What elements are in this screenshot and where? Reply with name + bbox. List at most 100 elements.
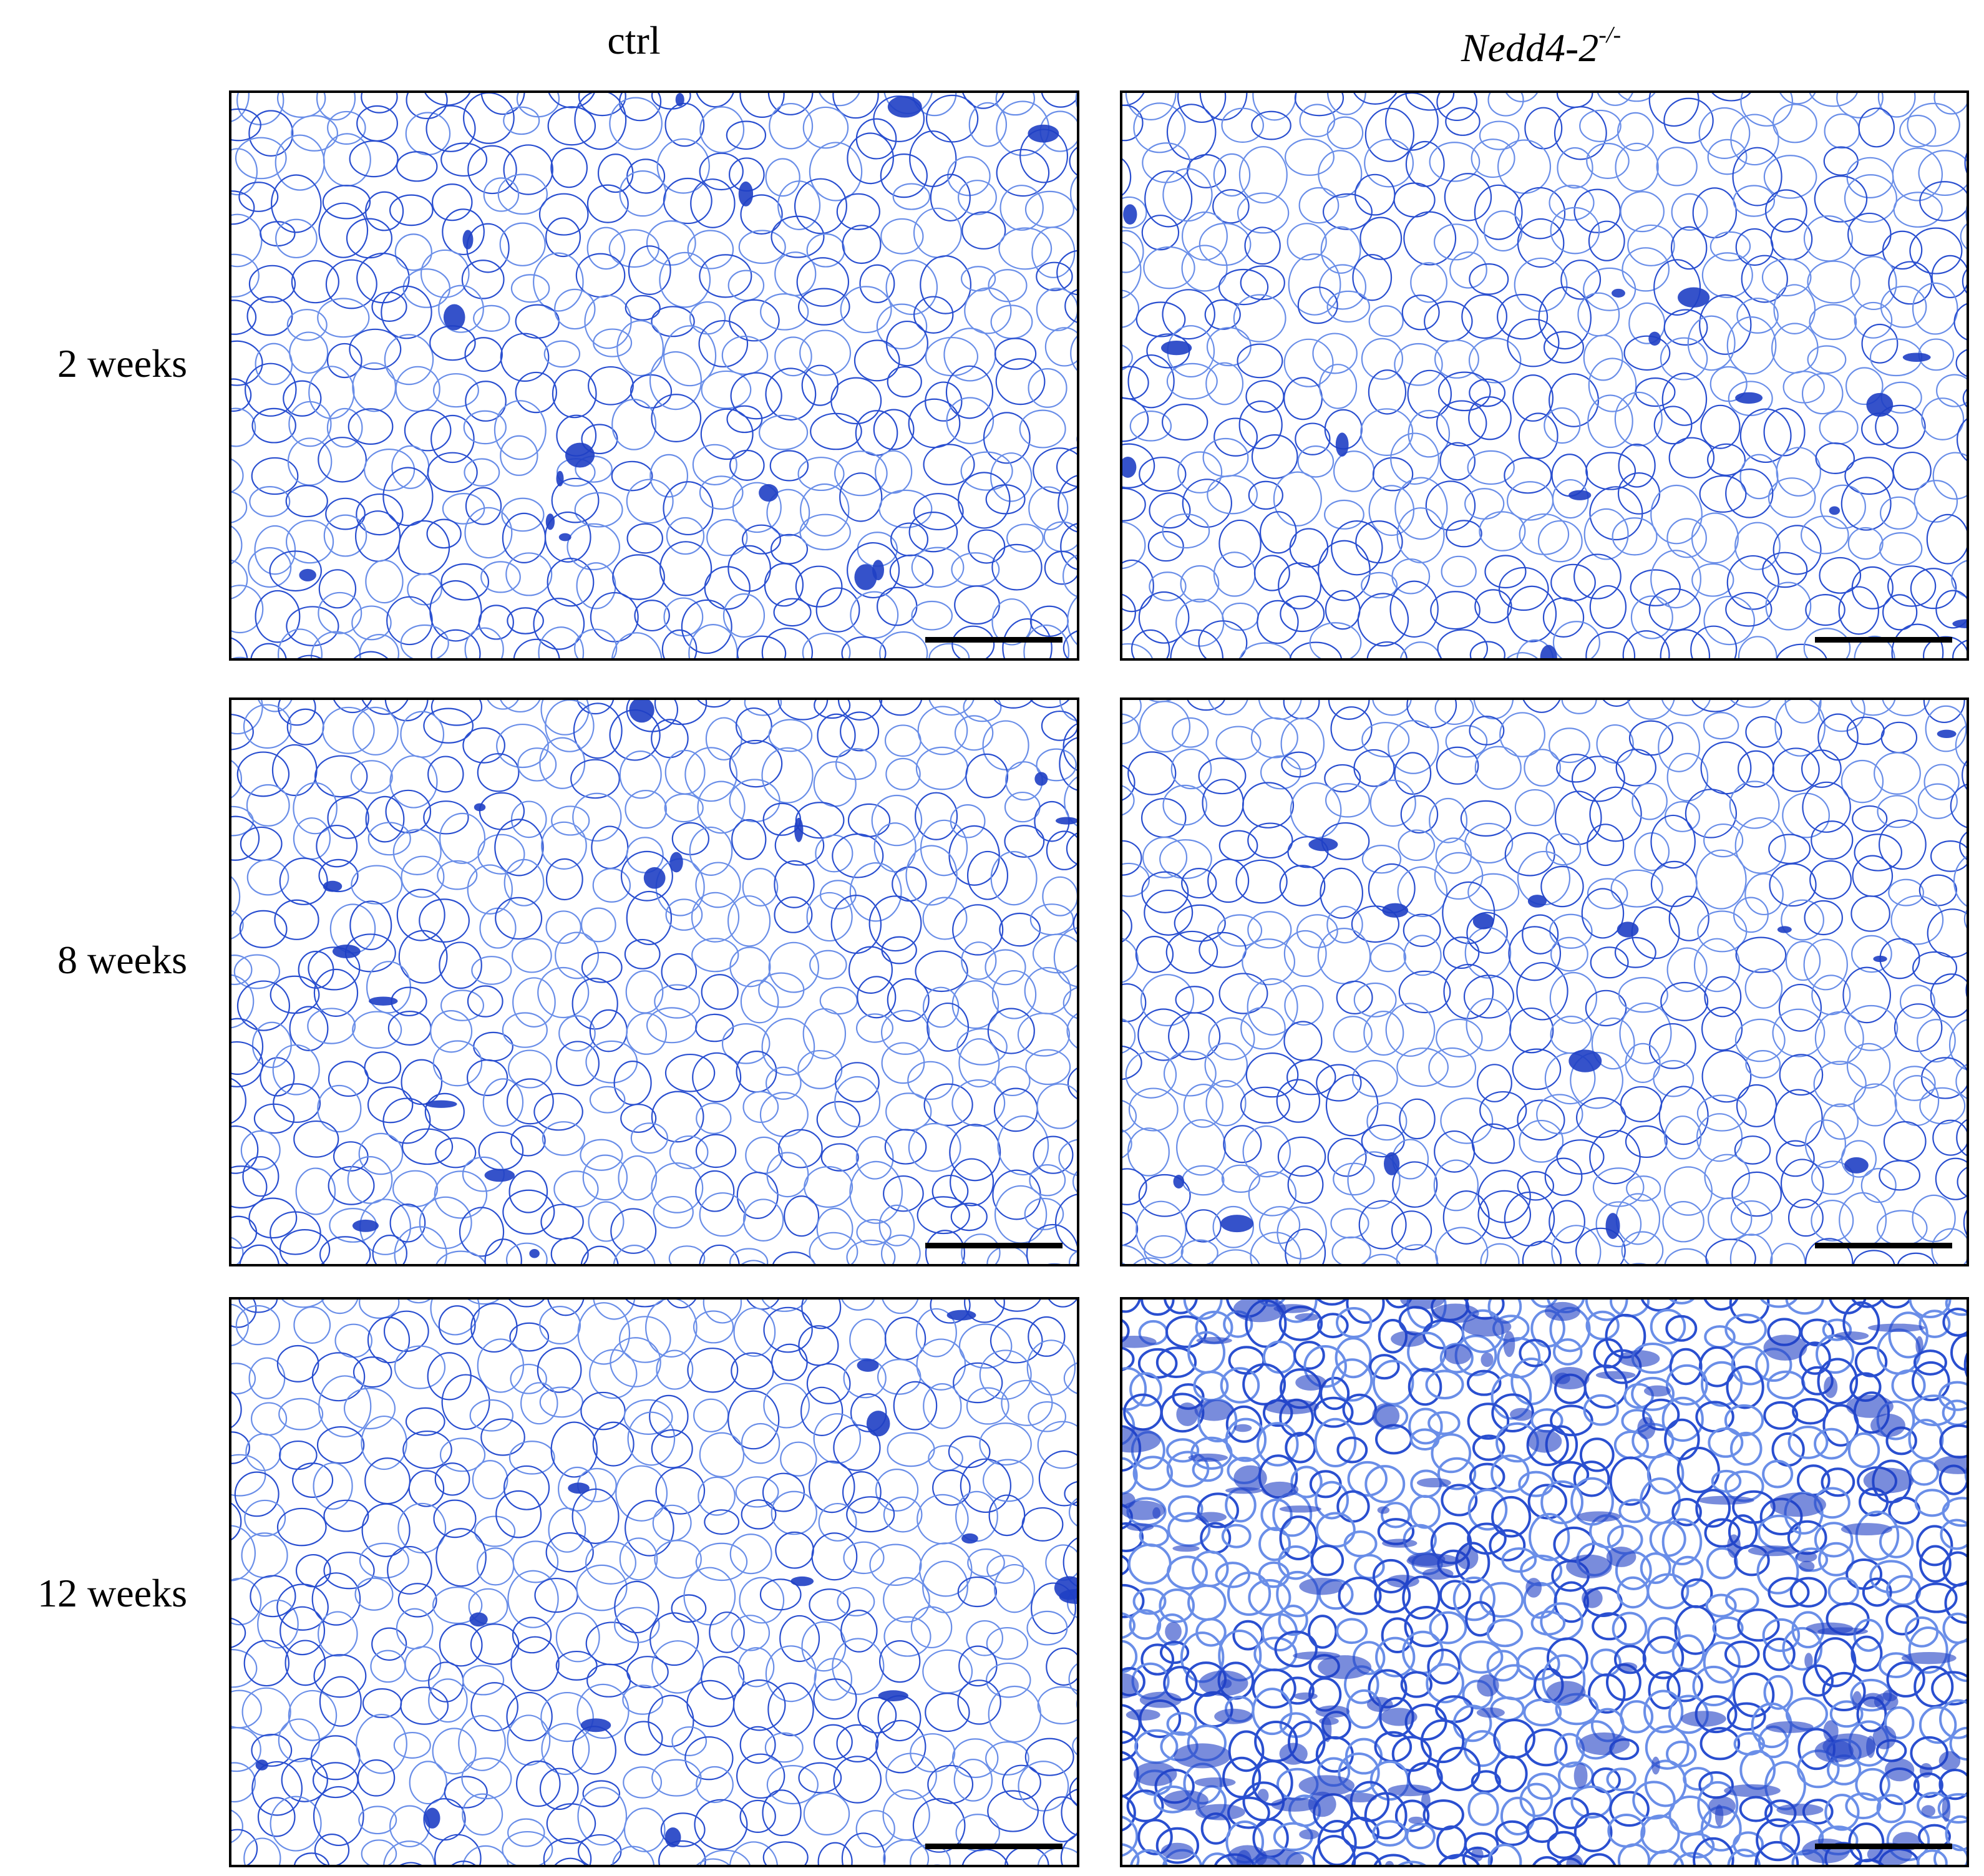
alveolus <box>466 1298 501 1305</box>
alveolus <box>1335 1337 1372 1379</box>
tissue <box>1578 1732 1630 1756</box>
alveolus <box>1712 1616 1744 1640</box>
alveolus <box>317 1084 362 1133</box>
alveolus <box>1364 1465 1406 1504</box>
alveolus <box>230 1125 259 1174</box>
alveolus <box>230 1829 258 1866</box>
alveolus <box>1787 1426 1829 1459</box>
alveolus <box>1389 580 1439 638</box>
alveolus <box>1060 523 1078 570</box>
alveolus <box>1514 257 1568 313</box>
alveolus <box>658 1840 706 1866</box>
alveolus <box>1880 1298 1912 1309</box>
alveolus <box>1242 1363 1286 1406</box>
alveolus <box>585 1541 636 1585</box>
alveolus <box>1121 1018 1136 1054</box>
alveolus <box>1400 795 1439 834</box>
alveolus <box>817 713 856 758</box>
alveolus <box>1551 1225 1602 1265</box>
alveolus <box>1660 337 1708 381</box>
alveolus <box>1705 1593 1737 1618</box>
alveolus <box>651 1091 704 1143</box>
alveolus <box>1969 522 1984 565</box>
alveolus <box>843 1358 887 1399</box>
tissue <box>1802 1839 1850 1864</box>
tissue <box>469 1612 488 1627</box>
alveolus <box>1700 1361 1743 1407</box>
alveolus <box>1082 122 1118 147</box>
alveolus <box>1726 1365 1764 1409</box>
alveolus <box>291 115 338 152</box>
alveolus <box>392 829 442 875</box>
alveolus <box>482 1078 524 1127</box>
alveolus <box>1029 699 1071 709</box>
alveolus <box>1700 1727 1741 1761</box>
alveolus <box>1801 515 1849 555</box>
alveolus <box>1469 641 1505 659</box>
alveolus <box>709 1611 745 1653</box>
alveolus <box>1072 911 1078 936</box>
tissue <box>1308 837 1338 852</box>
alveolus <box>922 897 968 940</box>
alveolus <box>1612 517 1658 556</box>
alveolus <box>1964 150 1968 176</box>
alveolus <box>762 1472 805 1512</box>
alveolus <box>1908 1419 1944 1460</box>
alveolus <box>960 266 996 292</box>
alveolus <box>1155 1346 1197 1379</box>
alveolus <box>1630 595 1673 639</box>
alveolus <box>1913 480 1958 523</box>
alveolus <box>1514 187 1566 240</box>
alveolus <box>990 1318 1043 1364</box>
alveolus <box>349 328 402 370</box>
alveolus <box>796 257 850 307</box>
alveolus <box>987 1790 1039 1832</box>
alveolus <box>515 661 565 698</box>
alveolus <box>771 1490 817 1535</box>
alveolus <box>1041 92 1078 108</box>
alveolus <box>950 1158 994 1207</box>
alveolus <box>537 1347 582 1393</box>
alveolus <box>1290 1465 1323 1499</box>
alveolus <box>1406 1822 1436 1850</box>
alveolus <box>1814 1011 1864 1066</box>
alveolus <box>1772 525 1822 575</box>
alveolus <box>551 477 600 523</box>
alveolus <box>1242 1125 1291 1178</box>
alveolus <box>1553 1797 1589 1829</box>
alveolus <box>1779 1820 1824 1856</box>
alveolus <box>230 190 255 225</box>
alveolus <box>1744 968 1783 1009</box>
alveolus <box>626 523 663 554</box>
alveolus <box>1162 289 1215 340</box>
alveolus <box>1585 1310 1620 1341</box>
alveolus <box>951 1738 999 1779</box>
alveolus <box>1279 1515 1318 1561</box>
alveolus <box>1809 92 1859 107</box>
alveolus <box>1787 1198 1824 1237</box>
alveolus <box>230 1018 264 1075</box>
alveolus <box>469 1399 514 1432</box>
alveolus <box>1573 553 1622 600</box>
alveolus <box>1653 259 1701 316</box>
tissue <box>1273 1304 1311 1313</box>
alveolus <box>816 1207 853 1250</box>
alveolus <box>286 309 328 341</box>
tissue <box>255 1759 268 1771</box>
alveolus <box>1139 457 1187 492</box>
tissue <box>1606 1547 1636 1567</box>
alveolus <box>626 890 673 945</box>
alveolus <box>1650 484 1703 545</box>
alveolus <box>798 1325 839 1366</box>
alveolus <box>1522 1240 1562 1265</box>
alveolus <box>293 1852 330 1866</box>
alveolus <box>1622 247 1670 292</box>
tissue <box>1295 1374 1326 1391</box>
alveolus <box>1460 800 1512 837</box>
alveolus <box>480 1418 525 1456</box>
alveolus <box>634 600 670 632</box>
alveolus <box>1892 451 1932 490</box>
alveolus <box>1361 722 1410 758</box>
alveolus <box>1540 865 1584 908</box>
alveolus <box>236 980 291 1031</box>
